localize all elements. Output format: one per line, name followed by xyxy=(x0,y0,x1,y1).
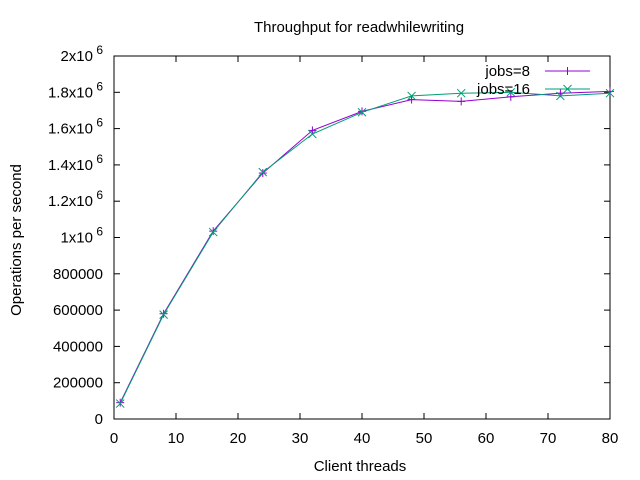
y-tick-label: 200000 xyxy=(53,375,103,392)
y-tick-label: 1.2x10 6 xyxy=(48,188,103,210)
y-tick-label: 1x10 6 xyxy=(60,225,103,247)
data-point xyxy=(258,167,268,177)
x-tick-label: 10 xyxy=(168,430,185,447)
x-tick-label: 40 xyxy=(354,430,371,447)
x-axis: 0 10 20 30 40 50 60 70 80 xyxy=(110,56,619,447)
data-point xyxy=(556,91,565,101)
series-line xyxy=(119,90,611,403)
legend-label: jobs=16 xyxy=(476,81,530,98)
data-point xyxy=(407,95,416,104)
y-tick-label: 1.8x10 6 xyxy=(48,79,103,101)
y-axis: 0 200000 400000 600000 800000 1x10 6 1.2x10 6 1… xyxy=(48,43,610,428)
y-tick-label: 400000 xyxy=(53,338,103,355)
x-tick-label: 70 xyxy=(540,430,557,447)
y-tick-label: 1.4x10 6 xyxy=(48,152,103,174)
data-point xyxy=(115,399,125,408)
legend-marker xyxy=(563,84,572,94)
x-tick-label: 30 xyxy=(292,430,309,447)
data-point xyxy=(506,87,516,97)
data-point xyxy=(357,107,367,117)
data-point xyxy=(606,87,614,96)
data-point xyxy=(159,310,168,319)
series-layer xyxy=(115,87,615,408)
chart-title: Throughput for readwhilewriting xyxy=(254,19,464,36)
x-tick-label: 60 xyxy=(478,430,495,447)
series-line xyxy=(119,91,611,404)
x-tick-label: 50 xyxy=(416,430,433,447)
data-point xyxy=(407,91,416,101)
data-point xyxy=(308,126,317,135)
data-point xyxy=(308,129,317,139)
y-axis-label: Operations per second xyxy=(8,164,25,316)
y-tick-label: 800000 xyxy=(53,266,103,283)
x-tick-label: 20 xyxy=(230,430,247,447)
series-2 xyxy=(115,87,615,408)
y-tick-label: 0 xyxy=(95,411,103,428)
data-point xyxy=(506,92,515,101)
x-tick-label: 80 xyxy=(602,430,619,447)
x-axis-label: Client threads xyxy=(314,458,407,475)
series-1 xyxy=(116,87,614,407)
x-tick-label: 0 xyxy=(110,430,118,447)
data-point xyxy=(208,227,218,237)
legend-label: jobs=8 xyxy=(484,63,530,80)
data-point xyxy=(456,88,466,98)
data-point xyxy=(457,97,466,106)
y-tick-label: 2x10 6 xyxy=(60,43,103,65)
data-point xyxy=(209,227,218,236)
y-tick-label: 600000 xyxy=(53,302,103,319)
y-tick-label: 1.6x10 6 xyxy=(48,116,103,138)
legend-marker xyxy=(563,67,572,75)
data-point xyxy=(605,88,615,98)
data-point xyxy=(258,169,267,178)
